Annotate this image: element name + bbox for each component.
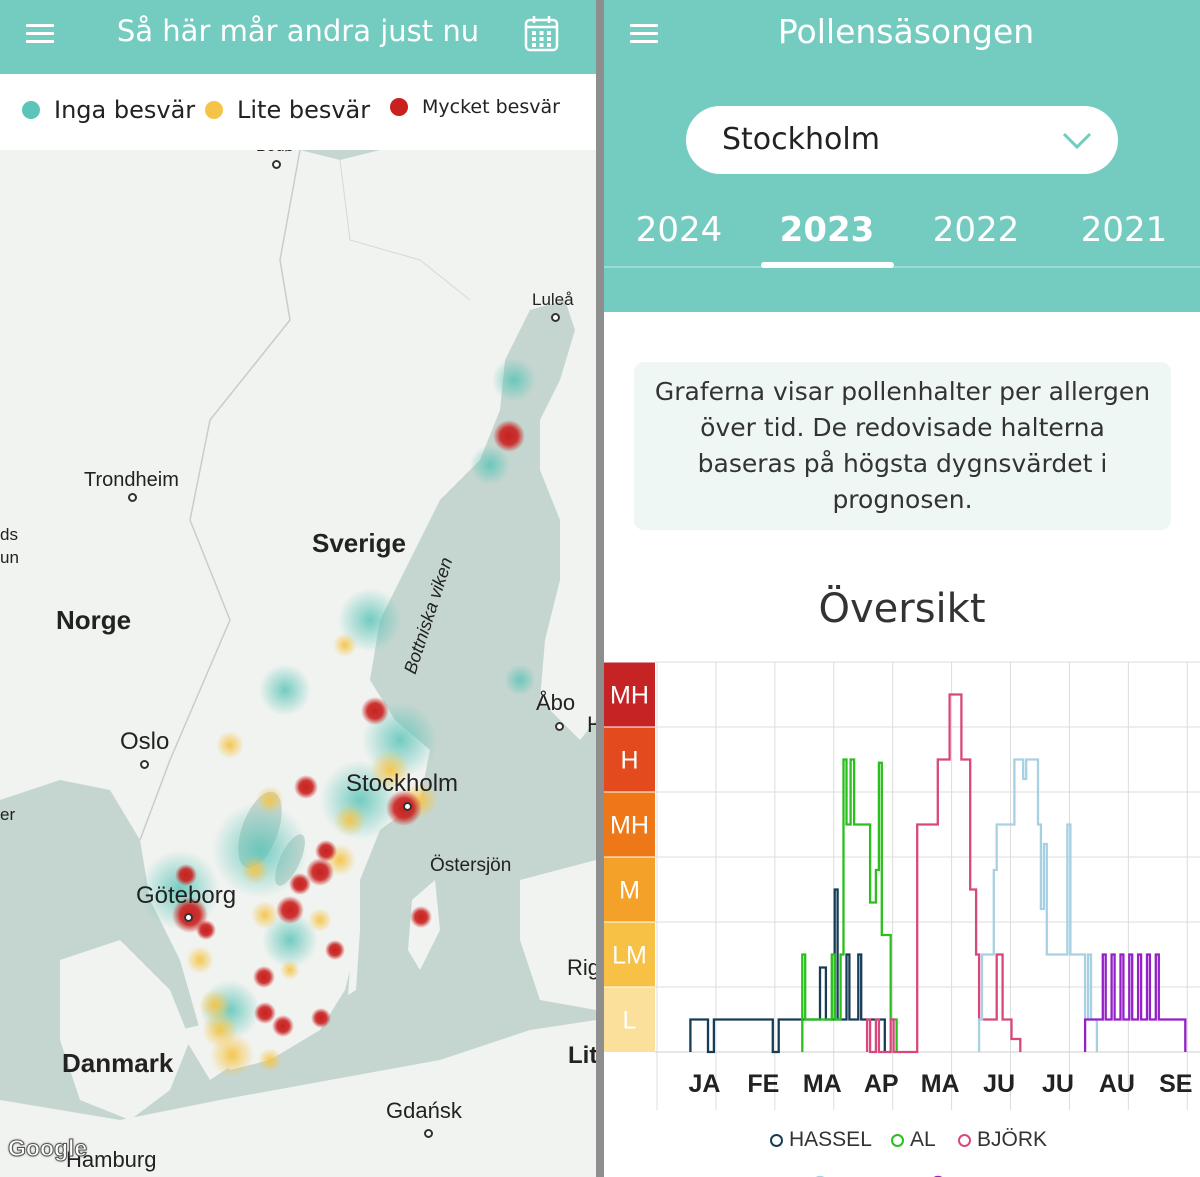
level-label: H bbox=[620, 747, 638, 775]
level-band bbox=[604, 987, 655, 1052]
city-marker bbox=[551, 313, 560, 322]
level-label: MH bbox=[610, 812, 649, 840]
month-tick-label: JU bbox=[983, 1070, 1015, 1098]
month-tick-label: MA bbox=[921, 1070, 960, 1098]
chart-legend: HASSEL AL BJÖRK bbox=[604, 1124, 1200, 1164]
legend-item-hassel[interactable]: HASSEL bbox=[770, 1128, 872, 1152]
city-marker bbox=[128, 493, 137, 502]
map-label-h: H bbox=[587, 712, 596, 737]
city-marker bbox=[424, 1129, 433, 1138]
map-graphic bbox=[0, 149, 596, 1177]
level-band bbox=[604, 857, 655, 922]
series-line-gråbo bbox=[1083, 953, 1187, 1052]
legend-label: Lite besvär bbox=[237, 96, 371, 124]
series-line-al bbox=[801, 758, 898, 1052]
month-tick-label: JU bbox=[1042, 1070, 1074, 1098]
series-line-björk bbox=[865, 693, 1022, 1054]
red-dot-icon bbox=[390, 98, 408, 116]
google-logo: Google bbox=[7, 1135, 88, 1162]
map-label-stockholm: Stockholm bbox=[346, 770, 459, 797]
level-band bbox=[604, 727, 655, 792]
level-label: MH bbox=[610, 682, 649, 710]
sweden-heatmap[interactable]: Bodø Luleå Trondheim ds un Sverige Bottn… bbox=[0, 138, 596, 1177]
level-band bbox=[604, 792, 655, 857]
level-label: M bbox=[619, 877, 640, 905]
legend-ring-icon bbox=[958, 1133, 971, 1147]
map-label-un: un bbox=[0, 548, 19, 567]
level-label: LM bbox=[612, 942, 647, 970]
map-label-lulea: Luleå bbox=[532, 290, 574, 309]
tab-baseline bbox=[604, 266, 1200, 268]
right-app-bar: Pollensäsongen Stockholm 2024 2023 2022 … bbox=[604, 0, 1200, 312]
map-label-abo: Åbo bbox=[536, 690, 576, 715]
legend-label: AL bbox=[910, 1128, 936, 1151]
legend-label: Inga besvär bbox=[54, 96, 196, 124]
tab-year-2023[interactable]: 2023 bbox=[779, 210, 875, 250]
legend-item-none: Inga besvär bbox=[22, 96, 195, 124]
legend-item-björk[interactable]: BJÖRK bbox=[958, 1128, 1047, 1152]
month-tick-label: MA bbox=[803, 1070, 842, 1098]
panel-divider bbox=[596, 0, 604, 1177]
city-select[interactable]: Stockholm bbox=[686, 106, 1118, 174]
city-marker bbox=[272, 160, 281, 169]
map-label-sverige: Sverige bbox=[312, 528, 406, 558]
map-label-danmark: Danmark bbox=[62, 1048, 174, 1078]
pollen-season-panel: Pollensäsongen Stockholm 2024 2023 2022 … bbox=[604, 0, 1200, 1177]
legend-label: HASSEL bbox=[789, 1128, 872, 1151]
pollen-overview-chart: MH H MH M LM L JA FE MA AP MA JU JU AU SE bbox=[604, 661, 1200, 1110]
map-label-goteborg: Göteborg bbox=[136, 882, 237, 909]
city-marker bbox=[403, 802, 412, 811]
month-tick-label: SE bbox=[1159, 1070, 1192, 1098]
level-band bbox=[604, 922, 655, 987]
map-label-trondheim: Trondheim bbox=[84, 469, 179, 491]
hamburger-menu-icon[interactable] bbox=[26, 24, 54, 44]
page-title: Pollensäsongen bbox=[777, 12, 1035, 51]
city-marker bbox=[555, 722, 564, 731]
teal-dot-icon bbox=[22, 101, 40, 119]
status-legend: Inga besvär Lite besvär Mycket besvär bbox=[0, 74, 596, 150]
map-label-hamburg: Hamburg bbox=[66, 1147, 157, 1172]
tab-year-2021[interactable]: 2021 bbox=[1080, 210, 1168, 250]
chevron-down-icon bbox=[1062, 132, 1092, 150]
legend-item-al[interactable]: AL bbox=[891, 1128, 936, 1152]
calendar-icon[interactable] bbox=[524, 15, 559, 52]
map-label-er: er bbox=[0, 805, 16, 824]
map-label-lit: Lit bbox=[568, 1042, 596, 1069]
legend-item-little: Lite besvär bbox=[205, 96, 370, 124]
city-marker bbox=[140, 760, 149, 769]
tab-year-2024[interactable]: 2024 bbox=[635, 210, 723, 250]
map-label-ds: ds bbox=[0, 525, 18, 544]
legend-label: Mycket besvär bbox=[422, 96, 560, 118]
active-tab-indicator bbox=[761, 262, 894, 268]
city-select-value: Stockholm bbox=[722, 122, 880, 157]
chart-legend-overflow bbox=[604, 1166, 1200, 1177]
map-label-norge: Norge bbox=[56, 605, 132, 635]
legend-label: BJÖRK bbox=[977, 1128, 1048, 1151]
yellow-dot-icon bbox=[205, 101, 223, 119]
map-label-oslo: Oslo bbox=[120, 728, 170, 755]
month-tick-label: FE bbox=[747, 1070, 779, 1098]
legend-ring-icon bbox=[891, 1133, 904, 1147]
left-app-bar: Så här mår andra just nu bbox=[0, 0, 596, 74]
city-marker bbox=[184, 913, 193, 922]
month-tick-label: JA bbox=[688, 1070, 720, 1098]
month-tick-label: AP bbox=[864, 1070, 899, 1098]
series-line-hassel bbox=[689, 888, 886, 1054]
month-tick-label: AU bbox=[1099, 1070, 1135, 1098]
map-panel: Bodø Luleå Trondheim ds un Sverige Bottn… bbox=[0, 0, 596, 1177]
hamburger-menu-icon[interactable] bbox=[630, 24, 658, 44]
page-title: Så här mår andra just nu bbox=[116, 14, 480, 48]
legend-item-much: Mycket besvär bbox=[390, 96, 560, 118]
chart-title: Översikt bbox=[818, 586, 986, 632]
map-label-ostersjon: Östersjön bbox=[430, 855, 512, 876]
legend-ring-icon bbox=[770, 1133, 783, 1147]
info-box: Graferna visar pollenhalter per allergen… bbox=[634, 362, 1171, 530]
map-label-rig: Rig bbox=[567, 955, 596, 980]
tab-year-2022[interactable]: 2022 bbox=[932, 210, 1020, 250]
map-label-gdansk: Gdańsk bbox=[386, 1098, 462, 1123]
level-label: L bbox=[623, 1007, 637, 1035]
level-band bbox=[604, 662, 655, 727]
